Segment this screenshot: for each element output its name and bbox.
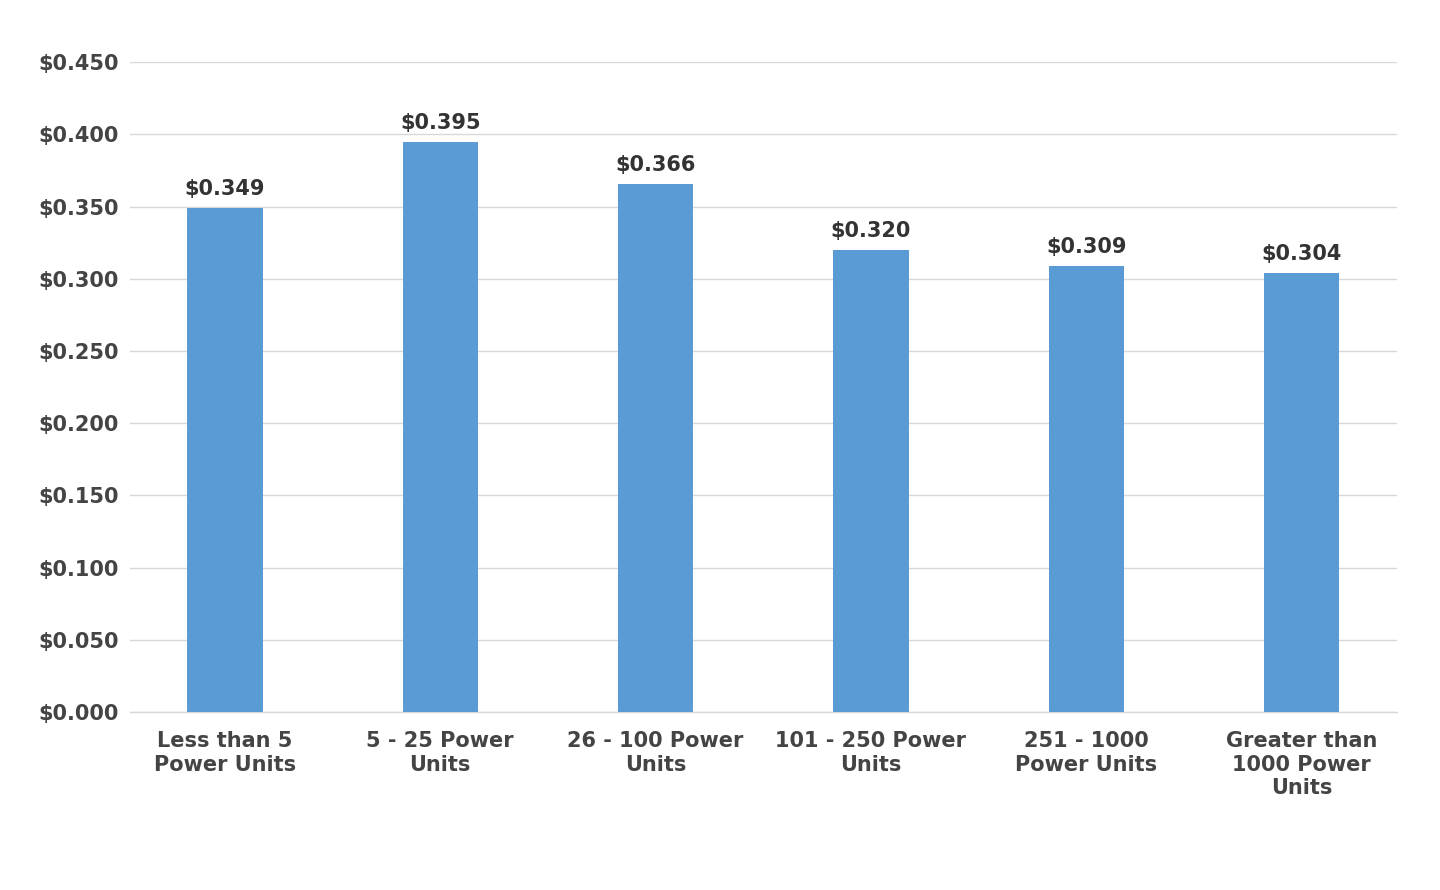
Text: $0.349: $0.349 xyxy=(184,180,265,199)
Text: $0.304: $0.304 xyxy=(1261,245,1342,264)
Bar xyxy=(1048,266,1123,712)
Text: $0.320: $0.320 xyxy=(831,222,912,241)
Bar xyxy=(834,250,909,712)
Bar xyxy=(618,183,693,712)
Text: $0.395: $0.395 xyxy=(400,113,481,133)
Bar xyxy=(1264,273,1339,712)
Bar xyxy=(187,208,262,712)
Bar xyxy=(403,142,478,712)
Text: $0.366: $0.366 xyxy=(615,155,696,175)
Text: $0.309: $0.309 xyxy=(1045,238,1126,257)
